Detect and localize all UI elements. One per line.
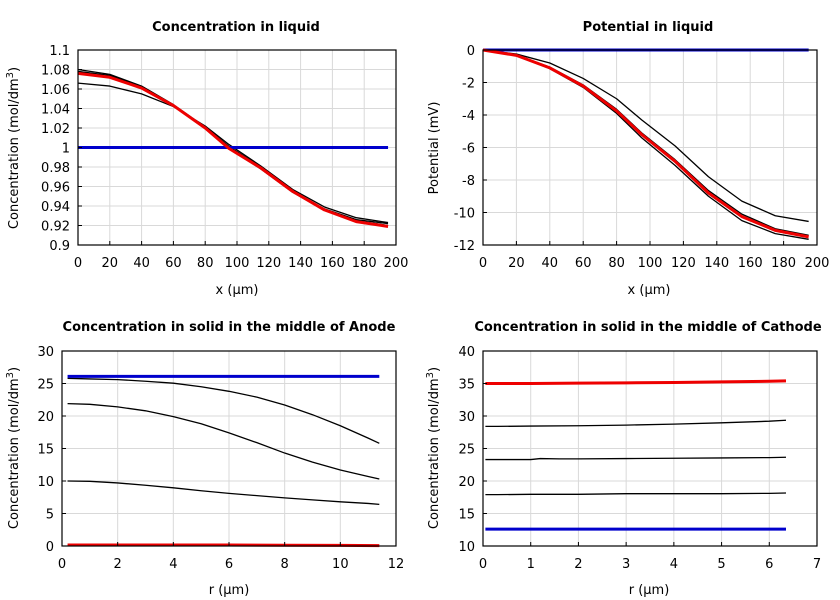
x-tick-label: 6 bbox=[225, 557, 233, 572]
y-tick-label: 0.98 bbox=[41, 161, 70, 176]
x-tick-label: 2 bbox=[114, 557, 122, 572]
y-axis-label: Concentration (mol/dm3) bbox=[5, 67, 22, 229]
y-tick-label: 40 bbox=[458, 345, 475, 360]
x-tick-label: 8 bbox=[281, 557, 289, 572]
series-line-final bbox=[482, 48, 809, 239]
y-tick-label: 1.08 bbox=[41, 64, 70, 79]
x-tick-label: 12 bbox=[388, 557, 405, 572]
series-line-t3 bbox=[482, 49, 809, 236]
x-tick-label: 40 bbox=[542, 256, 559, 271]
x-tick-label: 100 bbox=[638, 256, 663, 271]
x-axis-label: r (µm) bbox=[629, 583, 670, 598]
chart-title: Concentration in solid in the middle of … bbox=[63, 320, 396, 335]
y-tick-label: 30 bbox=[458, 410, 475, 425]
series-line-t1 bbox=[77, 82, 389, 224]
y-axis-label: Concentration (mol/dm3) bbox=[5, 367, 22, 529]
x-tick-label: 1 bbox=[527, 557, 535, 572]
x-tick-label: 10 bbox=[332, 557, 349, 572]
y-tick-label: -10 bbox=[454, 207, 475, 222]
y-tick-label: -4 bbox=[462, 109, 475, 124]
series-line-t3 bbox=[485, 419, 787, 428]
x-tick-label: 180 bbox=[771, 256, 796, 271]
y-tick-label: 30 bbox=[37, 345, 54, 360]
y-axis-label: Concentration (mol/dm3) bbox=[425, 367, 442, 529]
y-tick-label: 15 bbox=[37, 443, 54, 458]
x-tick-label: 20 bbox=[102, 256, 119, 271]
y-tick-label: -8 bbox=[462, 174, 475, 189]
x-tick-label: 180 bbox=[352, 256, 377, 271]
y-tick-label: -2 bbox=[462, 77, 475, 92]
x-tick-label: 4 bbox=[169, 557, 177, 572]
y-tick-label: 25 bbox=[458, 443, 475, 458]
y-tick-label: 0 bbox=[46, 540, 54, 555]
y-tick-label: 35 bbox=[458, 378, 475, 393]
y-tick-label: 1.04 bbox=[41, 103, 70, 118]
x-tick-label: 160 bbox=[738, 256, 763, 271]
x-tick-label: 6 bbox=[765, 557, 773, 572]
x-tick-label: 0 bbox=[479, 256, 487, 271]
y-tick-label: 25 bbox=[37, 378, 54, 393]
y-tick-label: 1.02 bbox=[41, 122, 70, 137]
x-tick-label: 140 bbox=[288, 256, 313, 271]
y-tick-label: 0.94 bbox=[41, 200, 70, 215]
y-tick-label: 0.9 bbox=[49, 239, 70, 254]
x-tick-label: 100 bbox=[225, 256, 250, 271]
x-tick-label: 120 bbox=[671, 256, 696, 271]
x-tick-label: 0 bbox=[58, 557, 66, 572]
x-tick-label: 40 bbox=[133, 256, 150, 271]
x-tick-label: 80 bbox=[608, 256, 625, 271]
x-axis-label: x (µm) bbox=[216, 283, 259, 298]
series-line-t1 bbox=[485, 492, 787, 496]
x-tick-label: 7 bbox=[813, 557, 821, 572]
y-tick-label: 0 bbox=[467, 44, 475, 59]
x-tick-label: 120 bbox=[256, 256, 281, 271]
x-tick-label: 140 bbox=[704, 256, 729, 271]
series-line-final bbox=[77, 71, 389, 228]
y-tick-label: 0.96 bbox=[41, 181, 70, 196]
x-tick-label: 0 bbox=[74, 256, 82, 271]
y-tick-label: -12 bbox=[454, 239, 475, 254]
x-axis-label: r (µm) bbox=[209, 583, 250, 598]
series-line-t3 bbox=[67, 480, 380, 506]
y-tick-label: -6 bbox=[462, 142, 475, 157]
x-tick-label: 200 bbox=[384, 256, 409, 271]
series-line-final bbox=[485, 379, 787, 385]
x-tick-label: 60 bbox=[165, 256, 182, 271]
series-line-t1 bbox=[482, 49, 809, 223]
x-tick-label: 5 bbox=[717, 557, 725, 572]
series-line-t2 bbox=[482, 49, 809, 240]
series-line-t2 bbox=[485, 456, 787, 461]
chart-title: Concentration in liquid bbox=[152, 20, 320, 35]
y-tick-label: 15 bbox=[458, 508, 475, 523]
x-tick-label: 4 bbox=[670, 557, 678, 572]
x-tick-label: 0 bbox=[479, 557, 487, 572]
x-tick-label: 160 bbox=[320, 256, 345, 271]
panel-solid-anode: Concentration in solid in the middle of … bbox=[5, 320, 404, 598]
panel-concentration-liquid: Concentration in liquid 0 20 40 60 80 100 120 1… bbox=[5, 20, 408, 298]
y-tick-label: 10 bbox=[458, 540, 475, 555]
chart-title: Concentration in solid in the middle of … bbox=[474, 320, 822, 335]
panel-solid-cathode: Concentration in solid in the middle of … bbox=[425, 320, 822, 598]
y-axis-label: Potential (mV) bbox=[427, 102, 442, 195]
series-line-t2 bbox=[67, 403, 380, 480]
panel-potential-liquid: Potential in liquid 0 20 40 60 80 100 120 140 16… bbox=[427, 20, 829, 298]
chart-title: Potential in liquid bbox=[583, 20, 714, 35]
y-tick-label: 20 bbox=[37, 410, 54, 425]
series-line-t1 bbox=[67, 377, 380, 444]
x-tick-label: 2 bbox=[574, 557, 582, 572]
y-tick-label: 1 bbox=[62, 142, 70, 157]
x-axis-label: x (µm) bbox=[628, 283, 671, 298]
x-tick-label: 20 bbox=[508, 256, 525, 271]
y-tick-label: 1.06 bbox=[41, 83, 70, 98]
x-tick-label: 200 bbox=[805, 256, 830, 271]
y-tick-label: 20 bbox=[458, 475, 475, 490]
x-tick-label: 3 bbox=[622, 557, 630, 572]
y-tick-label: 0.92 bbox=[41, 220, 70, 235]
y-tick-label: 5 bbox=[46, 508, 54, 523]
y-tick-label: 10 bbox=[37, 475, 54, 490]
y-tick-label: 1.1 bbox=[49, 44, 70, 59]
x-tick-label: 80 bbox=[197, 256, 214, 271]
x-tick-label: 60 bbox=[575, 256, 592, 271]
